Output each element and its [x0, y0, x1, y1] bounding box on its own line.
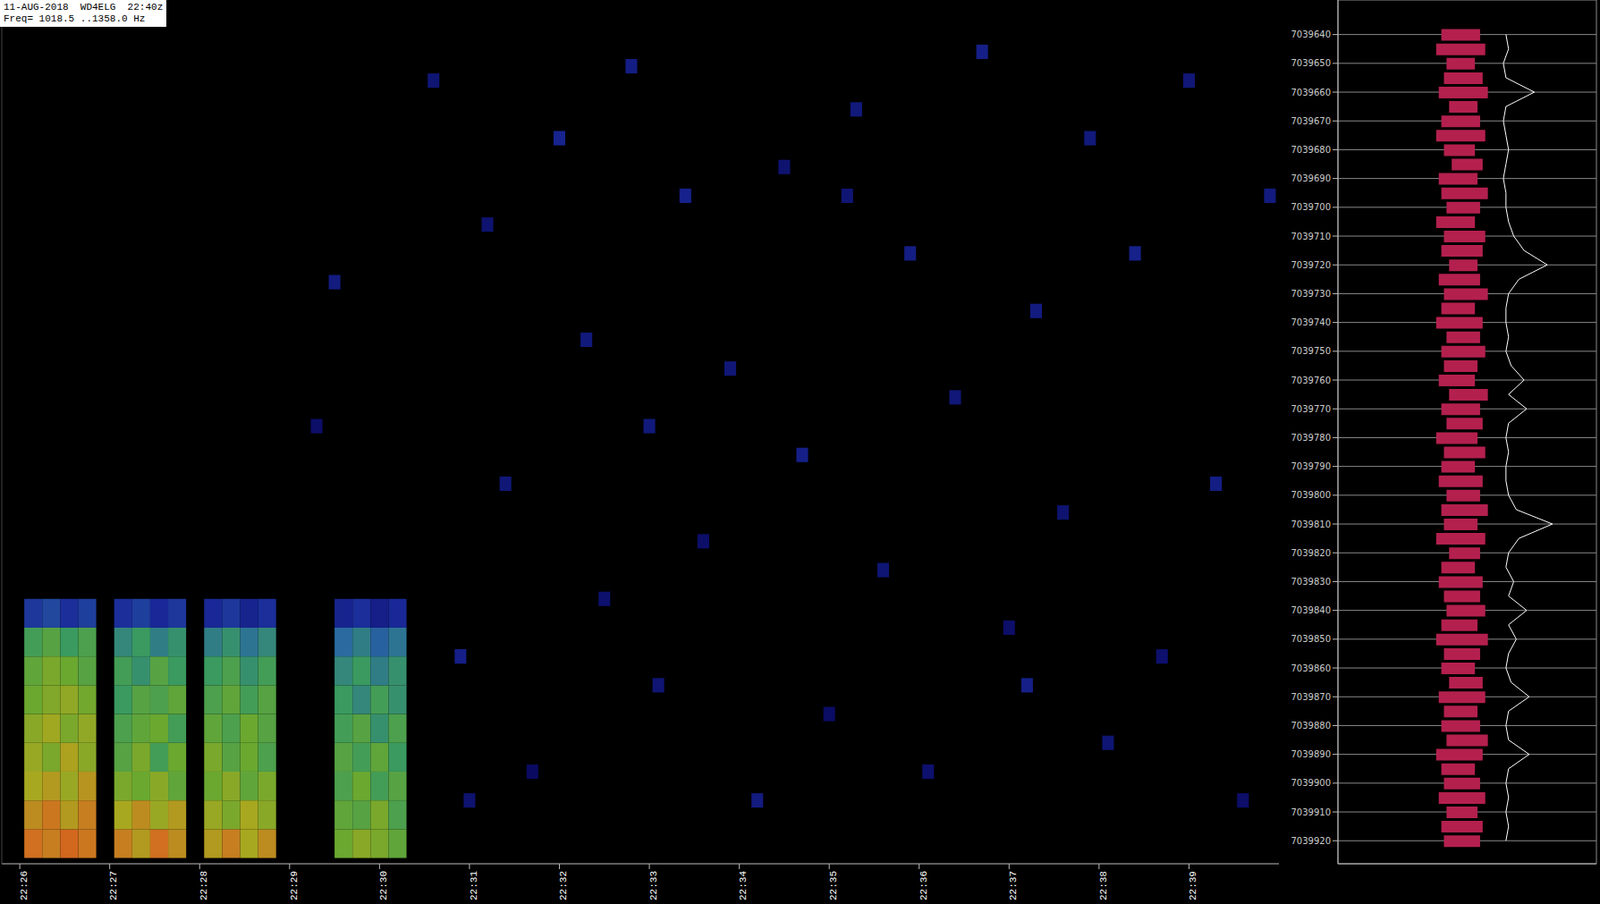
- svg-text:7039820: 7039820: [1290, 548, 1331, 559]
- svg-text:7039810: 7039810: [1290, 519, 1331, 530]
- svg-text:7039800: 7039800: [1290, 490, 1331, 500]
- svg-text:7039850: 7039850: [1290, 634, 1331, 644]
- svg-text:22:38: 22:38: [1098, 871, 1109, 901]
- svg-text:22:28: 22:28: [198, 871, 210, 901]
- html-text:Freq= 1018.5 ..1358.0 Hz: Freq= 1018.5 ..1358.0 Hz: [3, 13, 146, 25]
- svg-text:22:31: 22:31: [468, 871, 480, 901]
- svg-text:7039870: 7039870: [1290, 692, 1331, 703]
- svg-text:22:34: 22:34: [737, 871, 749, 901]
- svg-text:7039750: 7039750: [1290, 346, 1331, 356]
- svg-text:7039840: 7039840: [1290, 605, 1331, 616]
- svg-text:22:32: 22:32: [558, 871, 569, 901]
- svg-text:7039740: 7039740: [1290, 317, 1331, 328]
- svg-text:7039720: 7039720: [1290, 260, 1331, 271]
- svg-text:7039880: 7039880: [1290, 720, 1331, 731]
- svg-text:7039680: 7039680: [1290, 144, 1331, 155]
- svg-text:7039730: 7039730: [1290, 288, 1331, 299]
- svg-text:22:26: 22:26: [18, 871, 30, 901]
- svg-text:7039920: 7039920: [1290, 836, 1331, 847]
- svg-text:7039700: 7039700: [1290, 202, 1331, 212]
- svg-text:22:36: 22:36: [918, 871, 930, 901]
- svg-text:7039690: 7039690: [1290, 173, 1331, 184]
- svg-text:7039770: 7039770: [1290, 404, 1331, 415]
- svg-text:7039670: 7039670: [1290, 116, 1331, 127]
- svg-text:7039890: 7039890: [1290, 749, 1331, 760]
- svg-text:22:27: 22:27: [108, 871, 119, 901]
- svg-text:7039900: 7039900: [1290, 778, 1331, 788]
- svg-text:22:39: 22:39: [1187, 871, 1199, 901]
- svg-text:7039760: 7039760: [1290, 375, 1331, 386]
- svg-text:7039830: 7039830: [1290, 576, 1331, 587]
- svg-text:7039710: 7039710: [1290, 231, 1331, 242]
- svg-text:22:33: 22:33: [648, 871, 660, 901]
- svg-text:22:29: 22:29: [288, 871, 300, 901]
- svg-text:7039780: 7039780: [1290, 432, 1331, 443]
- svg-text:7039860: 7039860: [1290, 663, 1331, 674]
- svg-text:7039640: 7039640: [1290, 29, 1331, 40]
- svg-text:7039790: 7039790: [1290, 461, 1331, 472]
- svg-text:22:30: 22:30: [378, 871, 390, 901]
- svg-text:7039660: 7039660: [1290, 87, 1331, 98]
- svg-text:22:37: 22:37: [1007, 871, 1019, 901]
- svg-text:22:35: 22:35: [828, 871, 839, 901]
- html-text:11-AUG-2018 WD4ELG 22:40z: 11-AUG-2018 WD4ELG 22:40z: [3, 1, 163, 13]
- svg-text:7039650: 7039650: [1290, 58, 1331, 68]
- svg-text:7039910: 7039910: [1290, 807, 1331, 818]
